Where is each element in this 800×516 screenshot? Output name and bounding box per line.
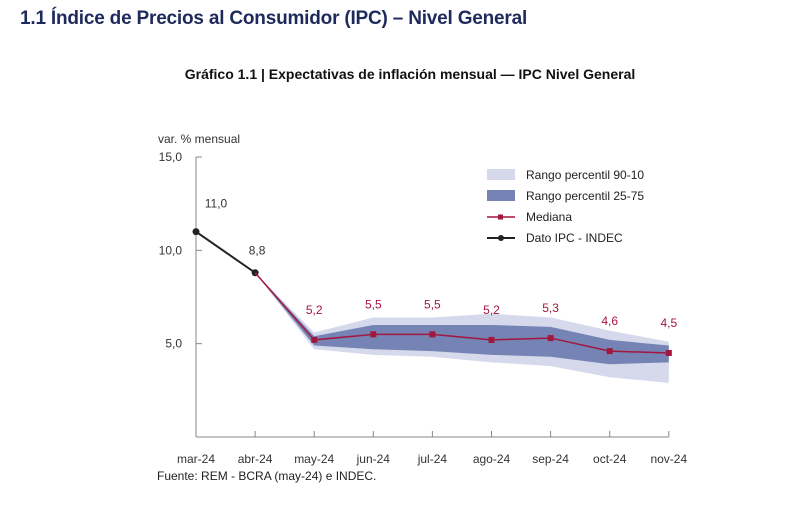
legend-swatch-light-band [487, 169, 515, 180]
median-data-label: 5,2 [306, 303, 323, 317]
x-tick-label: jun-24 [356, 452, 391, 466]
median-point [370, 331, 377, 338]
x-tick-label: sep-24 [532, 452, 569, 466]
chart-title: Gráfico 1.1 | Expectativas de inflación … [184, 66, 636, 82]
ipc-point [192, 228, 200, 236]
legend-label: Dato IPC - INDEC [526, 231, 623, 245]
x-tick-label: mar-24 [177, 452, 215, 466]
y-tick-label: 15,0 [159, 150, 183, 164]
legend-label: Mediana [526, 210, 572, 224]
x-tick-label: ago-24 [473, 452, 511, 466]
median-data-label: 4,5 [660, 316, 677, 330]
median-data-label: 5,3 [542, 301, 559, 315]
legend: Rango percentil 90-10 Rango percentil 25-… [487, 168, 644, 245]
x-tick-label: nov-24 [650, 452, 687, 466]
median-line [254, 272, 669, 354]
ipc-line [195, 230, 256, 274]
median-point [665, 350, 672, 356]
legend-item: Rango percentil 25-75 [487, 189, 644, 203]
legend-swatch-median-marker [498, 214, 503, 220]
legend-item: Rango percentil 90-10 [487, 168, 644, 182]
x-tick-label: oct-24 [593, 452, 627, 466]
ipc-data-label: 11,0 [205, 197, 228, 211]
median-data-label: 4,6 [601, 314, 618, 328]
ipc-data-label: 8,8 [249, 244, 266, 258]
median-data-label: 5,5 [365, 297, 382, 311]
x-tick-label: may-24 [294, 452, 334, 466]
x-tick-label: abr-24 [238, 452, 273, 466]
y-tick-label: 10,0 [159, 243, 183, 257]
axes-layer: 5,0 10,0 15,0 mar-24 abr-24 may-24 jun-24 jul-2… [159, 150, 688, 466]
legend-label: Rango percentil 90-10 [526, 168, 644, 182]
median-point [547, 335, 554, 342]
median-data-label: 5,5 [424, 297, 441, 311]
legend-label: Rango percentil 25-75 [526, 189, 644, 203]
median-data-label: 5,2 [483, 303, 500, 317]
median-point [429, 331, 436, 338]
labels-layer: 11,0 8,8 5,2 5,5 5,5 5,2 5,3 4,6 4,5 [205, 197, 678, 330]
y-axis-label: var. % mensual [158, 132, 240, 146]
legend-item: Mediana [487, 210, 572, 224]
section-title: 1.1 Índice de Precios al Consumidor (IPC… [20, 8, 528, 29]
legend-swatch-dark-band [487, 190, 515, 201]
legend-swatch-ipc-marker [498, 235, 504, 241]
median-point [311, 336, 318, 343]
source-note: Fuente: REM - BCRA (may-24) e INDEC. [157, 469, 377, 483]
median-point [488, 336, 495, 343]
legend-item: Dato IPC - INDEC [487, 231, 623, 245]
lines-layer [192, 228, 672, 356]
median-point [606, 348, 613, 355]
y-tick-label: 5,0 [165, 337, 182, 351]
x-tick-label: jul-24 [417, 452, 448, 466]
